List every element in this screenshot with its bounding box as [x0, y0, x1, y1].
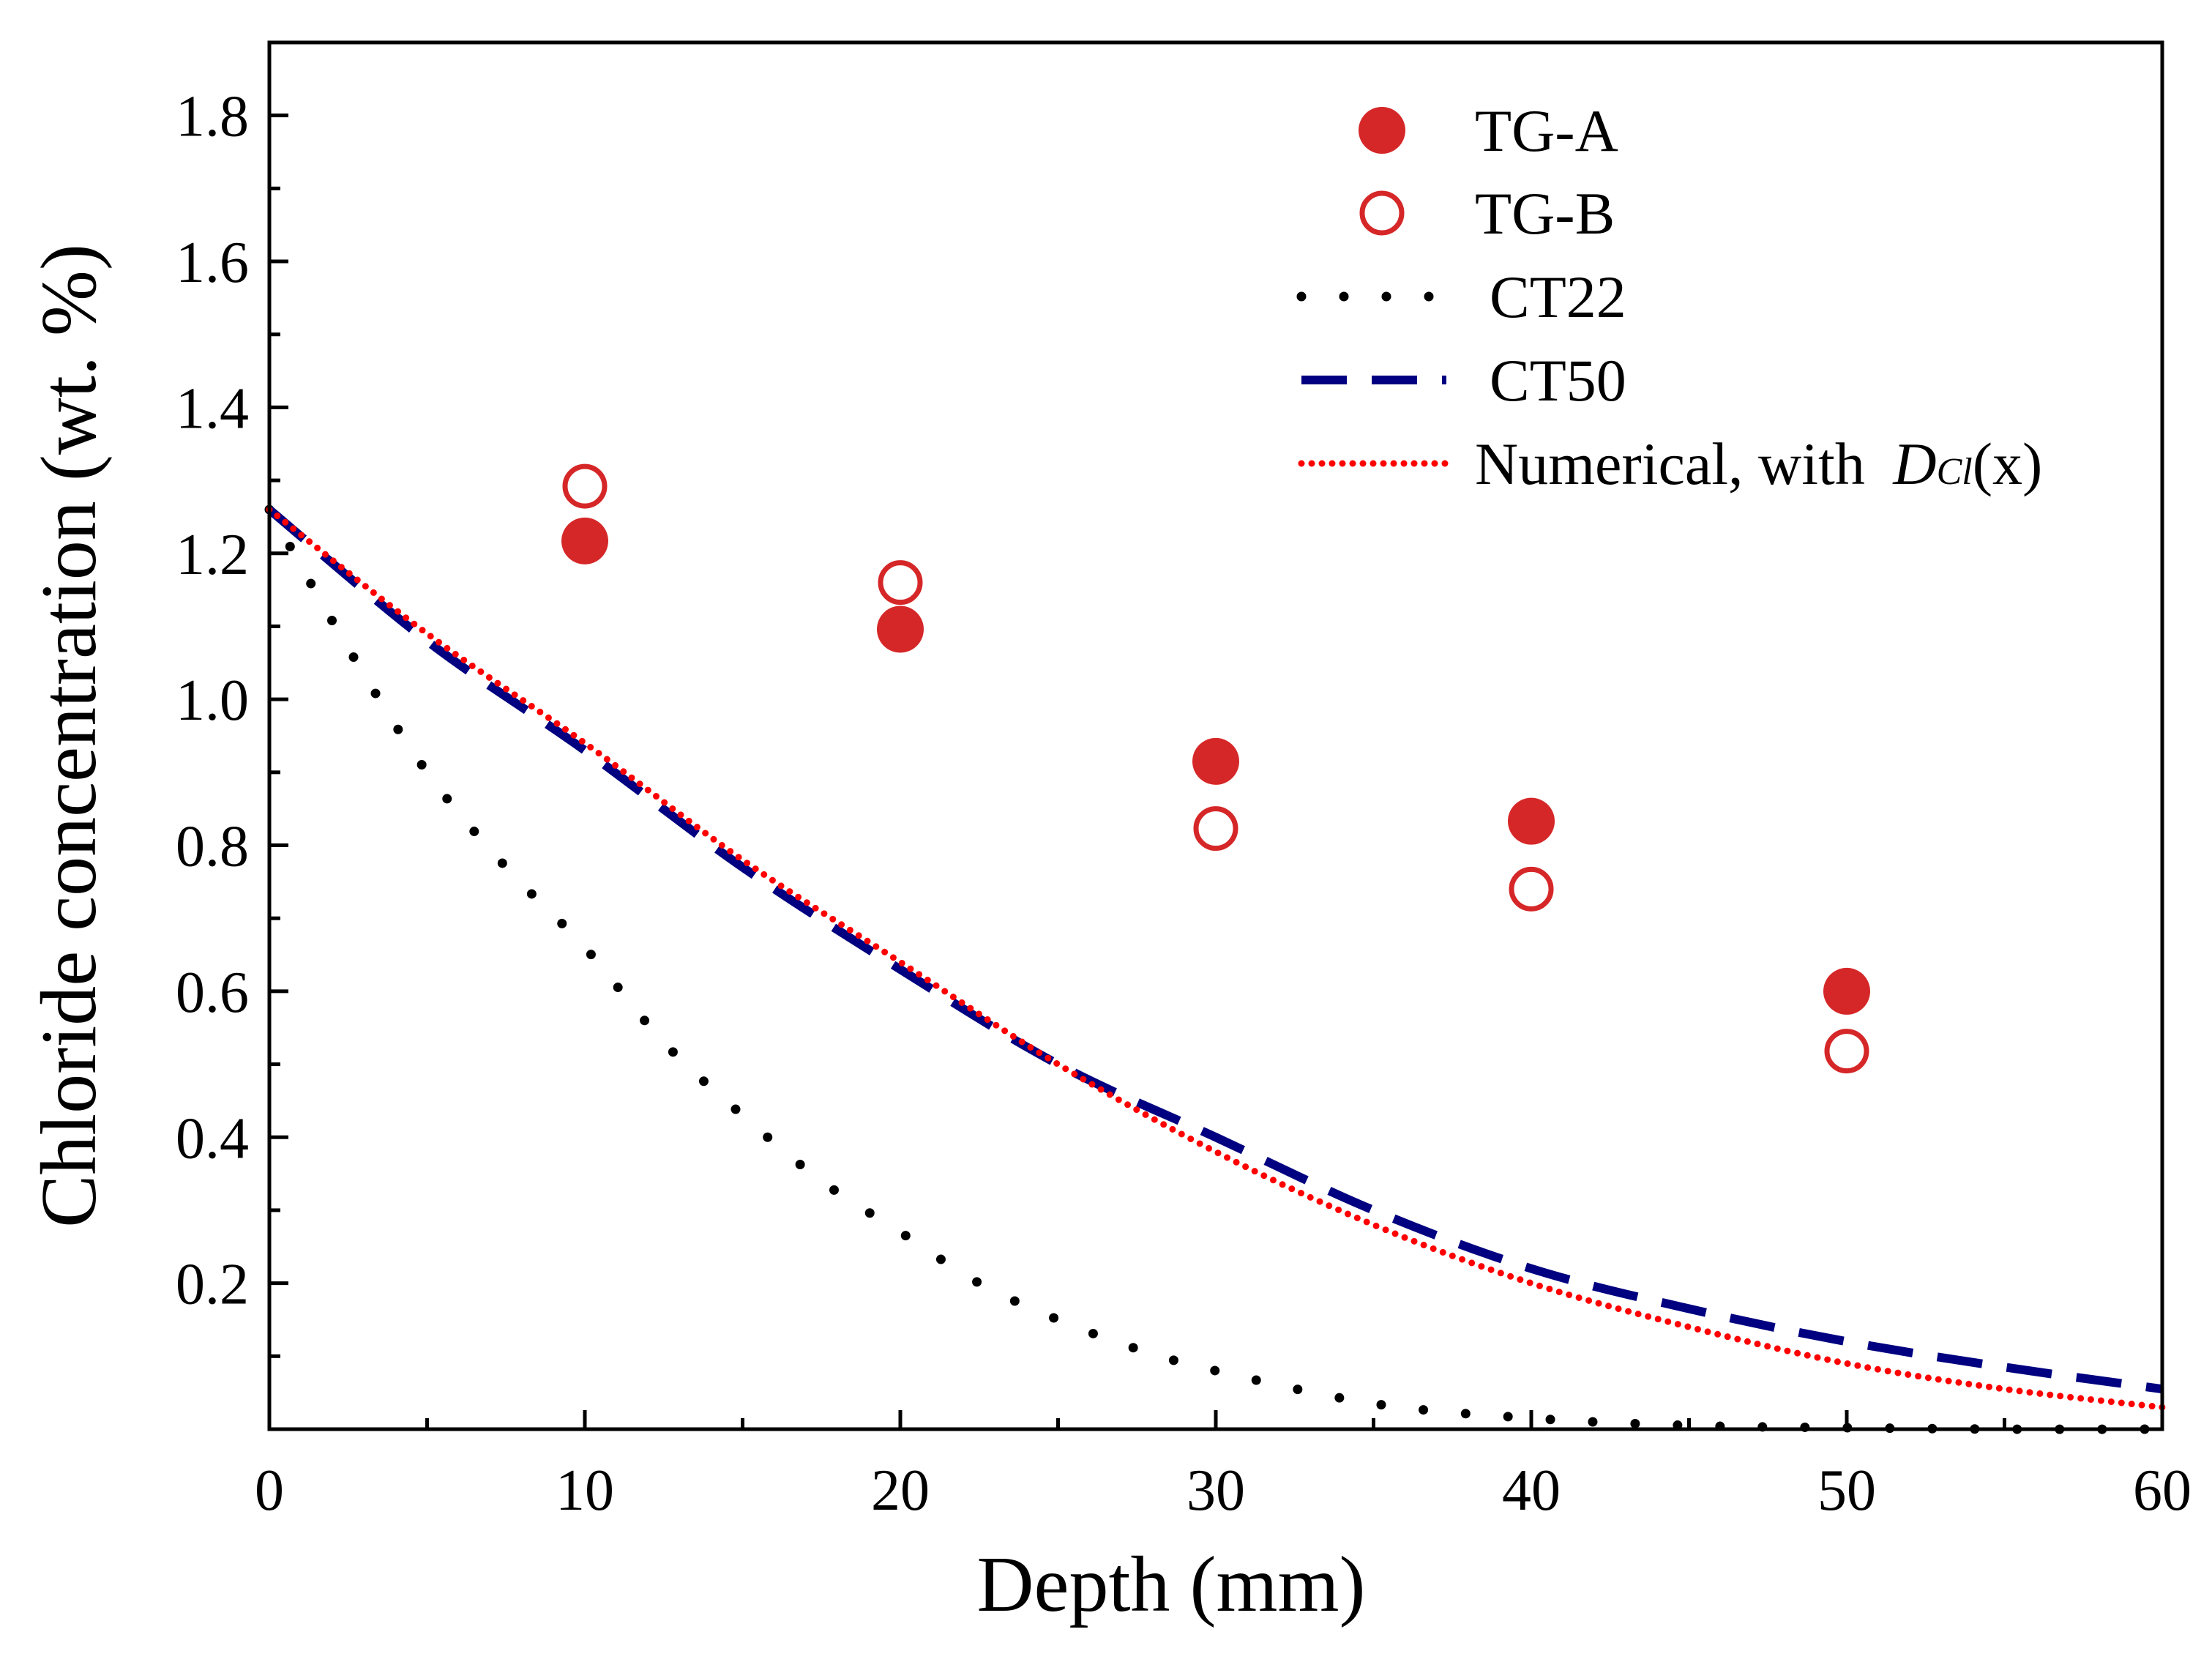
- legend-label-text: Numerical, with: [1475, 431, 1880, 497]
- legend-label: TG-B: [1475, 180, 1615, 247]
- data-point-tg-b: [1509, 866, 1554, 912]
- legend-item: CT22: [1296, 264, 1626, 330]
- legend-item: Numerical, with DCl(x): [1298, 431, 2042, 497]
- data-point-tg-a: [877, 605, 924, 653]
- y-tick-label: 1.0: [176, 668, 249, 733]
- x-tick-label: 50: [1817, 1458, 1876, 1523]
- y-tick-label: 1.2: [176, 523, 249, 587]
- axis-ticks: 0 10 20 30 40 50 60 0.2 0.4 0.6 0.8 1.0 1.2 1.4 1.6 1.8: [176, 85, 2192, 1523]
- y-tick-label: 0.6: [176, 961, 249, 1025]
- y-tick-label: 0.8: [176, 815, 249, 879]
- data-point-tg-b: [562, 463, 608, 509]
- legend-item: TG-A: [1359, 97, 1618, 164]
- data-point-tg-a: [1192, 737, 1239, 785]
- y-tick-label: 1.4: [176, 376, 249, 441]
- legend: TG-A TG-B CT22 CT50 Numerical, with DCl(x): [1296, 97, 2042, 497]
- y-tick-label: 1.8: [176, 85, 249, 149]
- legend-label-tail: (x): [1973, 431, 2043, 497]
- data-point-tg-a: [1508, 797, 1555, 845]
- x-tick-label: 20: [871, 1458, 930, 1523]
- series-line-numerical-with: [266, 506, 2166, 1411]
- legend-marker-open-circle: [1359, 190, 1405, 236]
- y-axis-title: Chloride concentration (wt. %): [26, 244, 113, 1228]
- legend-item: CT50: [1301, 347, 1626, 414]
- y-tick-label: 1.6: [176, 231, 249, 295]
- x-axis-title: Depth (mm): [977, 1541, 1366, 1628]
- x-tick-label: 40: [1502, 1458, 1561, 1523]
- legend-label-subscript: Cl: [1937, 451, 1973, 493]
- plot-area: [264, 463, 2167, 1434]
- data-point-tg-b: [1193, 806, 1238, 852]
- x-tick-label: 10: [556, 1458, 614, 1523]
- legend-label: CT50: [1490, 347, 1626, 414]
- legend-label-math: D: [1892, 431, 1936, 497]
- x-tick-label: 60: [2133, 1458, 2192, 1523]
- legend-marker-filled-circle: [1359, 107, 1405, 154]
- data-point-tg-a: [561, 517, 608, 564]
- x-tick-label: 30: [1187, 1458, 1245, 1523]
- x-tick-label: 0: [255, 1458, 284, 1523]
- series-line-ct50: [266, 506, 2163, 1394]
- data-point-tg-a: [1823, 967, 1870, 1015]
- legend-item: TG-B: [1359, 180, 1615, 247]
- plot-frame: [267, 40, 2164, 1431]
- legend-label: Numerical, with DCl(x): [1475, 431, 2042, 497]
- series-line-ct22: [264, 504, 2167, 1434]
- y-tick-label: 0.4: [176, 1106, 249, 1171]
- legend-label: TG-A: [1475, 97, 1618, 164]
- y-tick-label: 0.2: [176, 1253, 249, 1317]
- data-point-tg-b: [878, 560, 923, 605]
- data-point-tg-b: [1824, 1029, 1869, 1074]
- legend-label: CT22: [1490, 264, 1626, 330]
